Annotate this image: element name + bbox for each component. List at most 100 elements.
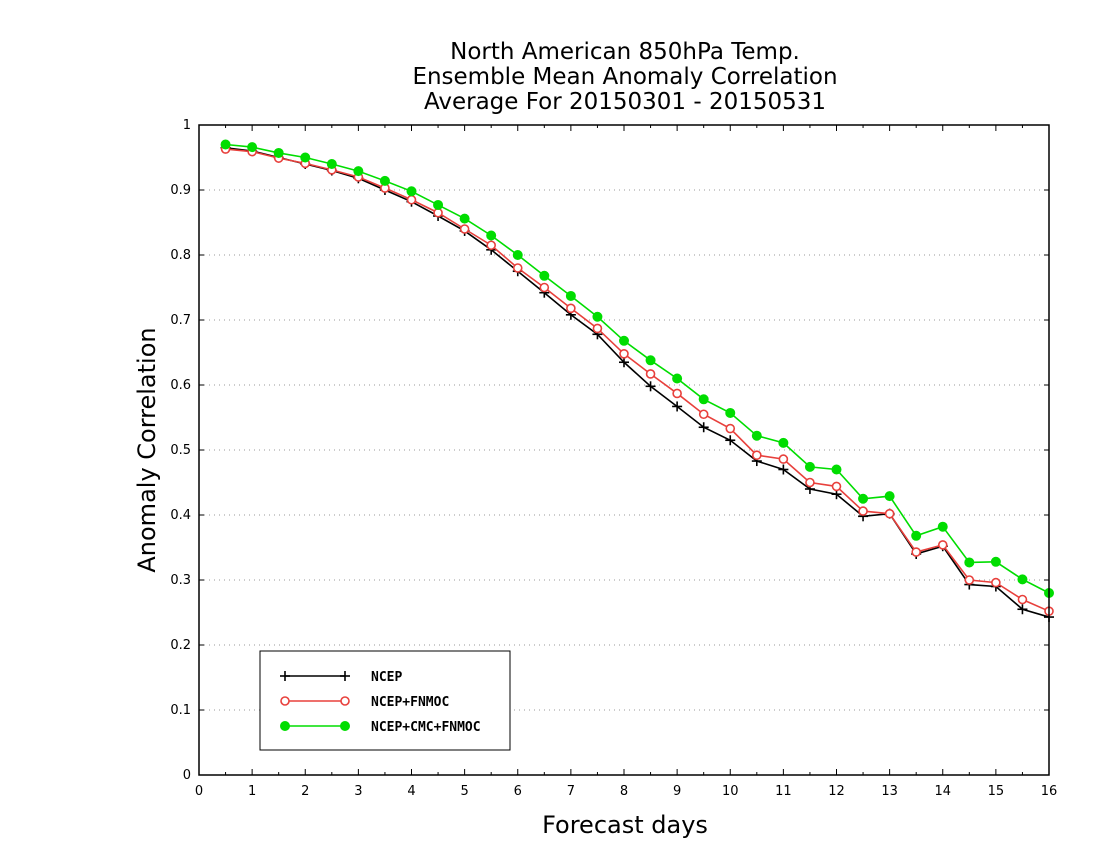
data-point [645,369,656,379]
x-tick-label: 12 [828,784,845,799]
data-point [300,152,311,163]
legend-entries: NCEP NCEP+FNMOC NCEP+CMC+FNMOC [280,670,481,735]
data-point [539,282,550,293]
series-line [225,148,1050,612]
legend-marker [280,721,290,731]
data-point [273,147,284,158]
data-point [645,381,656,392]
title-line-3: Average For 20150301 - 20150531 [424,89,826,115]
data-point [698,394,709,405]
data-point [698,422,709,433]
y-tick-label: 0.1 [170,703,191,718]
data-point [645,355,656,366]
data-point [539,270,550,281]
series-ncep-cmc-fnmoc [220,139,1054,598]
data-point [512,250,523,260]
title-line-1: North American 850hPa Temp. [450,39,800,65]
data-point [486,240,496,251]
data-point [858,493,869,504]
y-tick-label: 0.5 [170,443,191,458]
data-point [459,213,470,224]
x-tick-label: 14 [934,784,951,799]
legend-marker [340,696,350,706]
x-tick-label: 0 [195,784,203,799]
x-tick-label: 8 [620,784,628,799]
x-tick-label: 9 [673,784,681,799]
data-point [831,481,842,492]
data-point [565,290,576,301]
data-point [486,230,497,241]
title-line-2: Ensemble Mean Anomaly Correlation [412,64,837,90]
legend: NCEP NCEP+FNMOC NCEP+CMC+FNMOC [259,650,511,751]
data-point [1017,594,1028,605]
legend-item: NCEP [280,670,402,685]
data-point [752,450,762,461]
x-tick-label: 5 [460,784,468,799]
y-tick-label: 0.2 [170,638,191,653]
data-point [619,357,629,368]
data-point [592,311,603,322]
data-point [751,430,762,441]
series-ncep-fnmoc [220,144,1054,617]
data-point [858,506,868,516]
plot-frame [198,124,1050,776]
x-tick-label: 4 [407,784,415,799]
legend-label: NCEP+CMC+FNMOC [371,720,481,735]
data-point [805,477,815,488]
series-ncep [220,142,1054,623]
x-tick-label: 6 [514,784,522,799]
data-point [778,437,789,448]
x-tick-label: 15 [988,784,1005,799]
axis-ticks: 00.10.20.30.40.50.60.70.80.910 1 2 3 4 5 6 7 8 9 1… [170,118,1057,799]
y-tick-label: 0.4 [170,508,191,523]
chart-title: North American 850hPa Temp. Ensemble Mea… [412,39,837,115]
data-point [592,323,603,334]
data-point [220,139,231,150]
data-point [964,575,975,585]
x-tick-label: 3 [354,784,362,799]
data-point [247,142,258,153]
data-point [566,303,576,314]
y-tick-label: 0.3 [170,573,191,588]
y-tick-label: 0.7 [170,313,191,328]
data-point [672,401,683,412]
x-tick-label: 10 [722,784,739,799]
data-point [406,194,417,205]
data-point [911,547,921,557]
x-tick-label: 1 [248,784,256,799]
data-point [433,199,444,210]
data-point [725,435,736,446]
gridlines [199,189,1049,711]
data-point [725,423,736,434]
data-point [778,454,789,464]
x-axis-title: Forecast days [542,811,708,839]
legend-marker [340,671,350,681]
data-point [698,409,709,420]
data-point [406,186,417,197]
y-tick-label: 0.9 [170,183,191,198]
y-tick-label: 0 [183,768,191,783]
x-tick-label: 13 [881,784,898,799]
data-point [326,159,337,169]
data-point [778,464,789,475]
data-point [725,407,736,418]
series-group [220,139,1054,623]
x-tick-label: 11 [775,784,792,799]
data-point [619,348,629,359]
data-point [459,224,470,234]
y-tick-label: 0.6 [170,378,191,393]
data-point [937,521,948,532]
series-line [225,143,1050,594]
data-point [672,388,682,399]
data-point [353,166,364,177]
x-tick-label: 2 [301,784,309,799]
data-point [619,335,629,346]
legend-marker [280,671,290,681]
y-tick-label: 0.8 [170,248,191,263]
x-tick-label: 7 [567,784,575,799]
data-point [672,373,683,384]
data-point [1017,604,1028,615]
legend-item: NCEP+CMC+FNMOC [280,720,481,735]
legend-marker [280,696,290,706]
data-point [1017,574,1028,585]
